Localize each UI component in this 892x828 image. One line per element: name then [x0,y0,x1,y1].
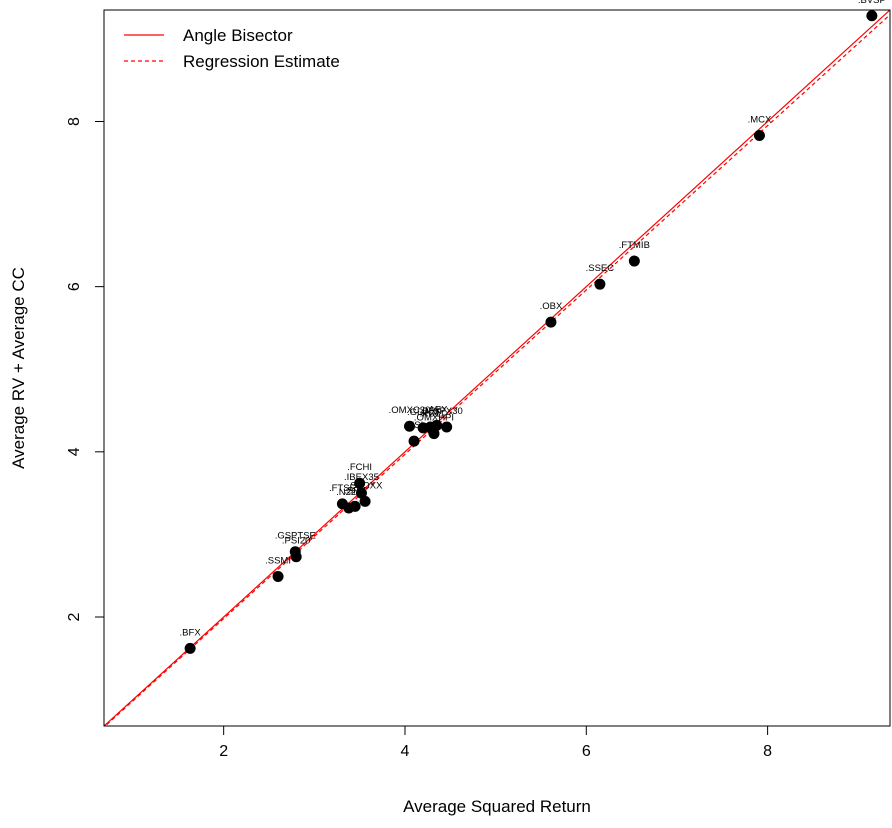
y-tick-label: 4 [66,447,83,456]
y-tick-label: 6 [66,282,83,291]
point-label: .SPX30 [431,406,463,417]
legend-label-regression-estimate: Regression Estimate [183,52,340,71]
y-axis: 2 4 6 8 [66,117,105,621]
point-label: .OMXC20 [389,405,431,416]
point-labels: .BVSP.MCX.FTMIB.SSEC.OBX.OMXC20.GDAXI.BF… [180,0,886,638]
point-stoxx [359,495,371,507]
point-omxhpi [428,428,440,440]
point-label: .BFX [180,627,202,638]
point-psi20 [290,551,302,563]
line-regression-estimate [104,13,890,726]
point-label: .PSI20 [282,536,311,547]
x-tick-label: 8 [763,743,772,760]
point-label: .OBX [540,301,563,312]
point-hsi [408,435,420,447]
point-label: .N225 [336,487,361,498]
point-label: .GSPTSE [275,531,316,542]
y-axis-title: Average RV + Average CC [9,267,28,469]
y-tick-label: 2 [66,612,83,621]
point-ssec [594,278,606,290]
point-label: .FTMIB [619,240,650,251]
point-spx30 [441,421,453,433]
point-label: .SSEC [586,263,615,274]
x-axis-title: Average Squared Return [403,797,591,816]
point-bvsp [866,10,878,22]
point-ssmi [272,571,284,583]
point-omxc20 [404,420,416,432]
point-fchi [354,477,366,489]
point-n225 [343,502,355,514]
point-label: .OMXHPI [414,413,454,424]
legend: Angle Bisector Regression Estimate [124,26,340,71]
point-label: .KS11 [420,409,445,420]
x-axis: 2 4 6 8 [219,725,772,760]
y-tick-label: 8 [66,117,83,126]
legend-label-angle-bisector: Angle Bisector [183,26,293,45]
x-tick-label: 6 [582,743,591,760]
reference-lines [104,10,890,726]
point-ibex35 [355,487,367,499]
point-label: .MCX [748,115,772,126]
point-mcx [753,130,765,142]
point-label: .IBEX35 [344,472,379,483]
point-label: .BVSP [858,0,886,6]
point-label: .HSI [405,420,423,431]
point-label: .STOXX [348,480,383,491]
point-label: .AEX [426,404,448,415]
point-label: .FTSE [329,483,356,494]
point-ftmib [628,255,640,267]
point-bfx [184,642,196,654]
point-label: .BFX [420,406,442,417]
point-label: .FCHI [347,462,372,473]
x-tick-label: 2 [219,743,228,760]
line-angle-bisector [104,10,890,726]
data-points [184,10,878,654]
point-label: .SSMI [265,556,291,567]
point-obx [545,316,557,328]
point-label: .GDAXI [407,407,439,418]
point-label: .SPX [344,485,366,496]
x-tick-label: 4 [401,743,410,760]
